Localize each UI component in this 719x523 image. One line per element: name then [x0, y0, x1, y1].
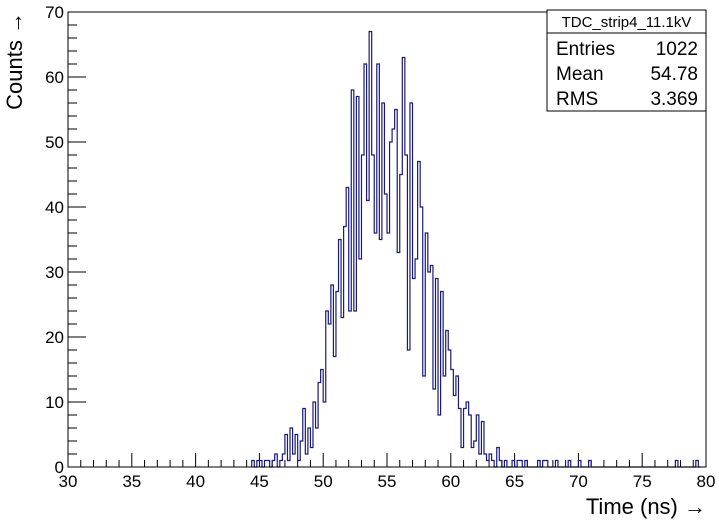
- stats-box-frame: [546, 9, 707, 112]
- x-tick-label: 75: [633, 472, 652, 491]
- x-tick-label: 60: [441, 472, 460, 491]
- y-axis-title: Counts →: [2, 12, 27, 110]
- y-tick-label: 70: [45, 3, 64, 22]
- y-tick-label: 40: [45, 198, 64, 217]
- y-tick-label: 60: [45, 68, 64, 87]
- stats-mean-value: 54.78: [650, 64, 698, 85]
- y-tick-label: 10: [45, 393, 64, 412]
- x-tick-label: 50: [314, 472, 333, 491]
- stats-box: TDC_strip4_11.1kV Entries 1022 Mean 54.7…: [546, 9, 707, 112]
- stats-box-title: TDC_strip4_11.1kV: [562, 14, 692, 31]
- x-tick-labels: 30 35 40 45 50 55 60 65 70 75 80: [59, 472, 716, 491]
- x-tick-label: 55: [378, 472, 397, 491]
- stats-rms-label: RMS: [556, 89, 598, 110]
- stats-entries-label: Entries: [556, 39, 615, 60]
- y-tick-label: 50: [45, 133, 64, 152]
- x-tick-label: 40: [186, 472, 205, 491]
- x-tick-label: 80: [697, 472, 716, 491]
- stats-rms-value: 3.369: [650, 89, 698, 110]
- histogram-series: [251, 30, 701, 468]
- stats-mean-label: Mean: [556, 64, 604, 85]
- x-tick-label: 65: [505, 472, 524, 491]
- plot-frame: [67, 11, 707, 468]
- y-tick-label: 30: [45, 263, 64, 282]
- x-tick-label: 70: [569, 472, 588, 491]
- x-tick-label: 45: [250, 472, 269, 491]
- y-tick-label: 20: [45, 328, 64, 347]
- x-tick-label: 35: [122, 472, 141, 491]
- y-tick-label: 0: [55, 458, 64, 477]
- x-axis-title: Time (ns) →: [586, 494, 706, 519]
- y-tick-labels: 0 10 20 30 40 50 60 70: [45, 3, 64, 477]
- x-tick-label: 30: [59, 472, 78, 491]
- stats-entries-value: 1022: [656, 39, 698, 60]
